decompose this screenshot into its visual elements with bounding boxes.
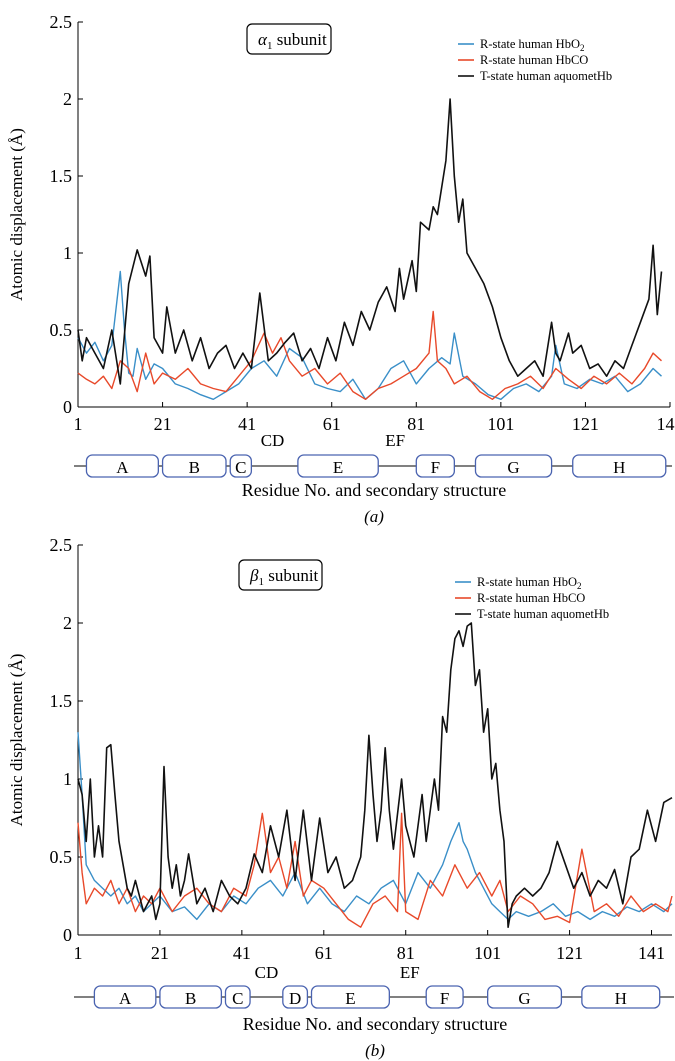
helix-label: B xyxy=(185,989,196,1008)
helix-label: E xyxy=(333,458,343,477)
x-tick-label: 61 xyxy=(315,943,333,963)
x-axis-title: Residue No. and secondary structure xyxy=(243,1014,507,1034)
series-line-hbco xyxy=(77,310,662,400)
helix-box xyxy=(425,985,464,1009)
subunit-title: β1 subunit xyxy=(249,566,319,588)
helix-label: C xyxy=(235,458,246,477)
y-axis-title: Atomic displacement (Å) xyxy=(7,128,26,301)
helix-box xyxy=(581,985,661,1009)
helix-label: F xyxy=(431,458,440,477)
x-tick-label: 101 xyxy=(487,414,514,434)
series-line-hbo2 xyxy=(77,732,673,921)
subunit-title-box xyxy=(238,559,323,591)
series-line-aquomet xyxy=(77,622,673,928)
x-tick-label: 121 xyxy=(556,943,583,963)
series-line-aquomet xyxy=(77,98,663,385)
y-tick-label: 0.5 xyxy=(50,320,73,340)
helix-box xyxy=(229,454,253,478)
y-tick-label: 1 xyxy=(63,243,72,263)
helix-label: H xyxy=(613,458,625,477)
y-tick-label: 1.5 xyxy=(50,691,73,711)
helix-label: A xyxy=(116,458,129,477)
helix-box xyxy=(297,454,379,478)
y-tick-label: 0 xyxy=(63,397,72,417)
helix-label: E xyxy=(345,989,355,1008)
x-axis-title: Residue No. and secondary structure xyxy=(242,480,506,500)
x-tick-label: 21 xyxy=(154,414,172,434)
legend-label: R-state human HbCO xyxy=(480,53,588,67)
x-tick-label: 81 xyxy=(397,943,415,963)
y-tick-label: 2 xyxy=(63,613,72,633)
helix-label: B xyxy=(189,458,200,477)
loop-label: EF xyxy=(385,431,405,450)
y-tick-label: 2.5 xyxy=(50,535,73,555)
x-tick-label: 21 xyxy=(151,943,169,963)
loop-label: EF xyxy=(400,963,420,982)
y-tick-label: 1 xyxy=(63,769,72,789)
helix-box xyxy=(415,454,455,478)
helix-label: G xyxy=(507,458,519,477)
x-tick-label: 121 xyxy=(572,414,599,434)
series-line-hbo2 xyxy=(77,270,662,400)
legend-label: R-state human HbCO xyxy=(477,591,585,605)
y-tick-label: 0.5 xyxy=(50,847,73,867)
helix-box xyxy=(161,454,227,478)
x-tick-label: 141 xyxy=(657,414,675,434)
helix-box xyxy=(224,985,251,1009)
x-tick-label: 141 xyxy=(638,943,665,963)
helix-box xyxy=(310,985,390,1009)
y-tick-label: 1.5 xyxy=(50,166,73,186)
panel-label: (a) xyxy=(364,507,384,526)
helix-box xyxy=(85,454,159,478)
y-tick-label: 2 xyxy=(63,89,72,109)
helix-box xyxy=(474,454,553,478)
helix-label: A xyxy=(119,989,132,1008)
x-tick-label: 101 xyxy=(474,943,501,963)
helix-label: D xyxy=(289,989,301,1008)
x-tick-label: 41 xyxy=(233,943,251,963)
legend-label: R-state human HbO2 xyxy=(477,575,581,591)
helix-box xyxy=(159,985,223,1009)
helix-label: H xyxy=(615,989,627,1008)
helix-box xyxy=(487,985,563,1009)
legend-label: T-state human aquometHb xyxy=(477,607,609,621)
helix-label: G xyxy=(518,989,530,1008)
helix-box xyxy=(93,985,157,1009)
x-tick-label: 1 xyxy=(74,414,83,434)
panel-label: (b) xyxy=(365,1041,385,1060)
y-tick-label: 2.5 xyxy=(50,12,73,32)
x-tick-label: 61 xyxy=(323,414,341,434)
helix-box xyxy=(282,985,309,1009)
helix-box xyxy=(572,454,667,478)
legend-label: T-state human aquometHb xyxy=(480,69,612,83)
helix-label: C xyxy=(232,989,243,1008)
x-tick-label: 41 xyxy=(238,414,256,434)
y-axis-title: Atomic displacement (Å) xyxy=(7,654,26,827)
legend-label: R-state human HbO2 xyxy=(480,37,584,53)
loop-label: CD xyxy=(255,963,279,982)
subunit-title: α1 subunit xyxy=(258,30,327,52)
x-tick-label: 1 xyxy=(74,943,83,963)
y-tick-label: 0 xyxy=(63,925,72,945)
x-tick-label: 81 xyxy=(407,414,425,434)
helix-label: F xyxy=(440,989,449,1008)
subunit-title-box xyxy=(246,23,332,55)
loop-label: CD xyxy=(261,431,285,450)
